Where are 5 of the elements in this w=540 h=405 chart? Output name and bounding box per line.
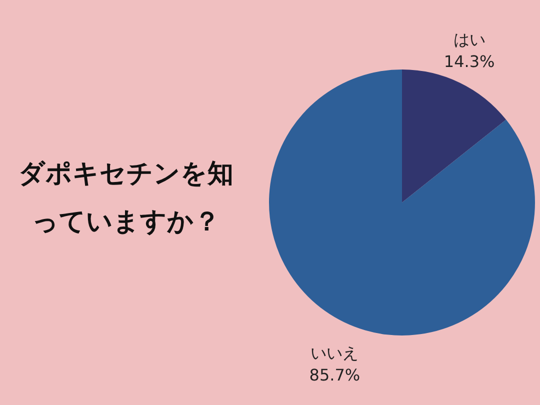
data-label: 14.3% [444,52,495,72]
data-label: 85.7% [309,365,360,384]
slice-label: はい [453,30,486,50]
text: ダポキセチンを知っていますか？ [18,158,234,239]
slice-label: いいえ [310,343,359,362]
